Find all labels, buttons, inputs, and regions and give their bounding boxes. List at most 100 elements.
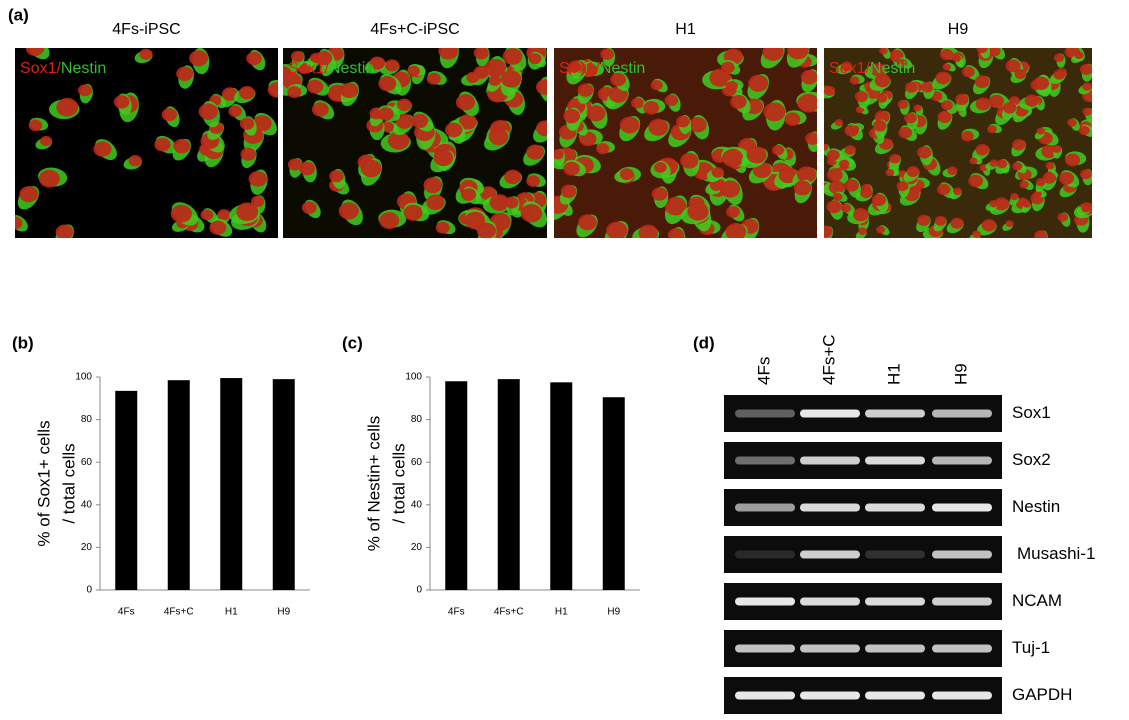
gel-band bbox=[932, 503, 992, 512]
sox1 bbox=[329, 170, 344, 183]
sox1 bbox=[852, 207, 869, 222]
sox1 bbox=[25, 48, 45, 57]
sox1 bbox=[872, 119, 887, 132]
gel-band bbox=[800, 456, 860, 465]
sox1 bbox=[748, 74, 769, 92]
y-tick-label: 20 bbox=[411, 542, 423, 553]
sox1 bbox=[378, 76, 397, 92]
sox1 bbox=[871, 193, 887, 206]
sox1 bbox=[844, 179, 859, 192]
sox1 bbox=[920, 81, 934, 93]
gel-band bbox=[932, 597, 992, 606]
sox1 bbox=[520, 204, 543, 223]
sox1 bbox=[526, 144, 545, 160]
sox1 bbox=[299, 161, 316, 176]
sox1 bbox=[569, 61, 582, 73]
panel-label: (b) bbox=[12, 333, 34, 352]
sox1 bbox=[904, 112, 917, 124]
sox1 bbox=[411, 113, 429, 129]
gel-band bbox=[932, 550, 992, 559]
sox1 bbox=[426, 72, 441, 85]
sox1 bbox=[828, 180, 845, 195]
sox1 bbox=[876, 225, 886, 234]
sox1 bbox=[896, 58, 908, 68]
sox1 bbox=[778, 167, 798, 184]
sox1 bbox=[906, 166, 920, 177]
sox1 bbox=[377, 107, 394, 121]
sox1 bbox=[826, 168, 843, 182]
gel-band bbox=[932, 409, 992, 418]
sox1 bbox=[369, 56, 386, 70]
sox1 bbox=[874, 73, 891, 88]
sox1 bbox=[935, 71, 951, 85]
y-axis-label: % of Nestin+ cells bbox=[364, 416, 383, 552]
sox1 bbox=[826, 149, 840, 161]
sox1 bbox=[606, 221, 628, 238]
sox1 bbox=[198, 103, 218, 120]
stain-label: Sox1/Nestin bbox=[288, 60, 374, 77]
sox1 bbox=[917, 214, 931, 226]
bar bbox=[115, 390, 138, 590]
sox1 bbox=[426, 194, 445, 211]
sox1 bbox=[934, 215, 947, 226]
cells bbox=[554, 48, 817, 238]
sox1 bbox=[600, 48, 614, 60]
sox1 bbox=[1053, 69, 1066, 80]
sox1 bbox=[988, 48, 1001, 57]
gel-band bbox=[932, 691, 992, 700]
sox1 bbox=[664, 94, 679, 107]
sox1 bbox=[832, 192, 843, 201]
sox1 bbox=[719, 180, 741, 198]
sox1 bbox=[898, 126, 913, 139]
sox1 bbox=[952, 55, 961, 63]
sox1 bbox=[1042, 172, 1057, 184]
bar bbox=[272, 379, 295, 590]
sox1 bbox=[1024, 94, 1040, 107]
sox1 bbox=[834, 119, 844, 127]
sox1 bbox=[154, 137, 171, 152]
sox1 bbox=[937, 110, 952, 123]
sox1 bbox=[726, 206, 740, 218]
sox1 bbox=[941, 100, 953, 111]
sox1 bbox=[287, 86, 302, 98]
gel-band bbox=[800, 503, 860, 512]
sox1 bbox=[858, 227, 867, 235]
panel-label: (d) bbox=[693, 333, 715, 352]
sox1 bbox=[500, 70, 522, 88]
sox1 bbox=[796, 166, 817, 183]
sox1 bbox=[876, 93, 888, 103]
gel-band bbox=[800, 409, 860, 418]
sox1 bbox=[793, 180, 812, 196]
x-tick-label: 4Fs bbox=[448, 607, 465, 618]
sox1 bbox=[989, 199, 999, 208]
sox1 bbox=[1079, 63, 1092, 75]
sox1 bbox=[476, 222, 497, 238]
sox1 bbox=[711, 167, 724, 178]
x-tick-label: H9 bbox=[607, 607, 620, 618]
gene-label: GAPDH bbox=[1012, 685, 1072, 704]
sox1 bbox=[554, 149, 564, 160]
sox1 bbox=[680, 152, 699, 169]
sox1 bbox=[200, 209, 214, 221]
sox1 bbox=[896, 180, 909, 192]
sox1 bbox=[975, 97, 991, 111]
stain-green: Nestin bbox=[600, 60, 645, 77]
x-tick-label: 4Fs+C bbox=[494, 607, 524, 618]
stain-label: Sox1/Nestin bbox=[20, 60, 106, 77]
sox1 bbox=[267, 82, 278, 98]
sox1 bbox=[438, 48, 459, 60]
sox1 bbox=[466, 71, 480, 84]
sox1 bbox=[433, 149, 454, 167]
sox1 bbox=[722, 148, 744, 168]
sox1 bbox=[1045, 161, 1055, 170]
sox1 bbox=[1078, 125, 1090, 136]
sox1 bbox=[113, 95, 130, 109]
sox1 bbox=[473, 48, 489, 60]
sox1 bbox=[563, 108, 581, 124]
sox1 bbox=[772, 145, 785, 156]
sox1 bbox=[643, 101, 660, 115]
sox1 bbox=[387, 131, 410, 150]
sox1 bbox=[445, 122, 463, 138]
gene-label: Sox2 bbox=[1012, 450, 1051, 469]
gel-band bbox=[735, 456, 795, 465]
